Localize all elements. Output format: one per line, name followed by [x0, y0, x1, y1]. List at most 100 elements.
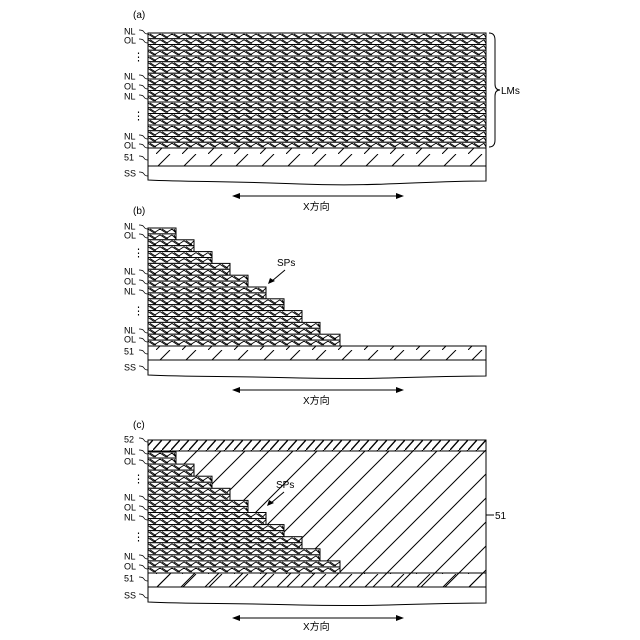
- chevron-layer: [148, 85, 486, 91]
- chevron-layer: [148, 96, 486, 102]
- label-leader: [139, 506, 148, 510]
- chevron-layer: [148, 537, 302, 543]
- label-leader: [139, 270, 148, 274]
- layer-label: SS: [124, 363, 136, 373]
- substrate-ss: [148, 587, 486, 606]
- label-leader: [139, 366, 148, 370]
- label-leader: [139, 460, 148, 464]
- chevron-layer: [148, 464, 194, 470]
- label-leader: [139, 39, 148, 43]
- chevron-layer: [148, 494, 230, 500]
- chevron-layer: [148, 506, 248, 512]
- label-leader: [139, 555, 148, 559]
- chevron-layer: [148, 79, 486, 85]
- chevron-layer: [148, 549, 320, 555]
- layer-label: OL: [124, 231, 136, 241]
- layer-label: NL: [124, 72, 136, 82]
- layer-label: SS: [124, 169, 136, 179]
- layer-labels-c: 52NLOL⋮NLOLNL⋮NLOL51SS: [124, 435, 148, 601]
- label-leader: [139, 329, 148, 333]
- layer-label: OL: [124, 277, 136, 287]
- chevron-layer: [148, 91, 486, 97]
- staircase-stack: [148, 228, 340, 346]
- label-leader: [139, 95, 148, 99]
- chevron-layer: [148, 525, 284, 531]
- layer-label: ⋮: [133, 306, 144, 318]
- layer-label: ⋮: [133, 474, 144, 486]
- chevron-layer: [148, 102, 486, 108]
- chevron-layer: [148, 108, 486, 114]
- chevron-layer: [148, 561, 340, 567]
- label-leader: [139, 85, 148, 89]
- label-leader: [139, 565, 148, 569]
- layer-label: NL: [124, 493, 136, 503]
- chevron-layer: [148, 555, 320, 561]
- label-leader: [139, 234, 148, 238]
- layer-label: 51: [124, 347, 134, 357]
- chevron-layer: [148, 281, 248, 287]
- chevron-layer: [148, 299, 284, 305]
- panel-b: (b) SPs X方向: [133, 206, 486, 407]
- label-leader: [139, 338, 148, 342]
- chevron-layer: [148, 73, 486, 79]
- chevron-layer: [148, 340, 340, 346]
- chevron-layer: [148, 287, 266, 293]
- layer-label: NL: [124, 287, 136, 297]
- layer-label: NL: [124, 513, 136, 523]
- chevron-layer: [148, 50, 486, 56]
- chevron-layer: [148, 56, 486, 62]
- panel-a: (a) LMs X方向: [133, 10, 520, 213]
- chevron-layer: [148, 125, 486, 131]
- chevron-layer: [148, 543, 302, 549]
- chevron-layer: [148, 119, 486, 125]
- layer-label: 52: [124, 435, 134, 445]
- chevron-layer: [148, 33, 486, 39]
- chevron-layer: [148, 114, 486, 120]
- layer-label: NL: [124, 447, 136, 457]
- chevron-layer: [148, 137, 486, 143]
- layer-label: ⋮: [133, 248, 144, 260]
- layer-51: [148, 148, 486, 166]
- layer-label: NL: [124, 552, 136, 562]
- label-leader: [139, 280, 148, 284]
- chevron-layer: [148, 45, 486, 51]
- panel-label: (b): [133, 206, 145, 217]
- chevron-layer: [148, 305, 284, 311]
- chevron-layer: [148, 458, 176, 464]
- layer-label: NL: [124, 267, 136, 277]
- chevron-layer: [148, 293, 266, 299]
- chevron-layer: [148, 252, 212, 258]
- chevron-layer: [148, 269, 230, 275]
- chevron-layer: [148, 263, 230, 269]
- label-leader: [139, 225, 148, 229]
- chevron-layer: [148, 531, 284, 537]
- chevron-layer: [148, 246, 194, 252]
- layer-label: 51: [124, 574, 134, 584]
- label-leader: [139, 144, 148, 148]
- chevron-layer: [148, 322, 320, 328]
- direction-arrow: [232, 387, 404, 393]
- layer-label: ⋮: [133, 111, 144, 123]
- label-leader: [139, 350, 148, 354]
- chevron-layer: [148, 519, 266, 525]
- chevron-layer: [148, 39, 486, 45]
- layer-label: OL: [124, 457, 136, 467]
- label-leader: [139, 450, 148, 454]
- brace: [489, 33, 500, 147]
- chevron-layer: [148, 142, 486, 148]
- chevron-layer: [148, 317, 302, 323]
- axis-label: X方向: [303, 620, 330, 633]
- label-leader: [139, 75, 148, 79]
- chevron-layer: [148, 62, 486, 68]
- stair-pointer: [272, 270, 285, 281]
- chevron-layer: [148, 258, 212, 264]
- layer-label: SS: [124, 591, 136, 601]
- label-leader: [139, 172, 148, 176]
- substrate-ss: [148, 166, 486, 185]
- layer-52: [148, 440, 486, 451]
- layer-51: [148, 573, 486, 587]
- brace-label: LMs: [501, 86, 520, 97]
- layer-labels-a: NLOL⋮NLOLNL⋮NLOL51SS: [124, 27, 148, 179]
- label-leader: [139, 516, 148, 520]
